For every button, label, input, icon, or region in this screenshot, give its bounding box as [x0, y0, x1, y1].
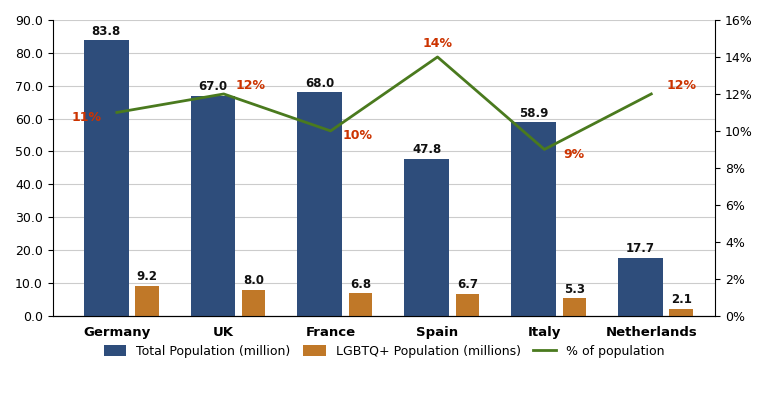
Text: 11%: 11%: [72, 111, 102, 124]
Legend: Total Population (million), LGBTQ+ Population (millions), % of population: Total Population (million), LGBTQ+ Popul…: [99, 340, 669, 363]
Text: 17.7: 17.7: [626, 242, 655, 255]
Text: 6.7: 6.7: [457, 278, 478, 291]
Bar: [242, 290, 266, 316]
Bar: [297, 92, 343, 316]
Line: % of population: % of population: [117, 57, 651, 149]
Bar: [618, 258, 663, 316]
Bar: [349, 294, 372, 316]
Bar: [190, 96, 236, 316]
Text: 6.8: 6.8: [350, 278, 371, 291]
Bar: [455, 294, 479, 316]
Text: 8.0: 8.0: [243, 274, 264, 287]
% of population: [540, 147, 549, 152]
Text: 58.9: 58.9: [519, 107, 548, 119]
Bar: [562, 298, 586, 316]
Text: 9%: 9%: [564, 148, 585, 161]
Text: 12%: 12%: [666, 79, 697, 92]
Text: 10%: 10%: [343, 130, 372, 143]
Bar: [135, 286, 158, 316]
% of population: [647, 92, 656, 96]
Bar: [670, 309, 693, 316]
Text: 14%: 14%: [422, 37, 452, 50]
% of population: [326, 128, 335, 133]
% of population: [433, 55, 442, 60]
Text: 67.0: 67.0: [198, 80, 227, 93]
Bar: [405, 159, 449, 316]
% of population: [112, 110, 121, 115]
Bar: [511, 122, 556, 316]
Text: 47.8: 47.8: [412, 143, 442, 156]
Text: 12%: 12%: [236, 79, 266, 92]
Text: 83.8: 83.8: [91, 25, 121, 38]
Text: 9.2: 9.2: [136, 270, 157, 283]
Text: 2.1: 2.1: [670, 293, 692, 306]
Bar: [84, 40, 128, 316]
Text: 68.0: 68.0: [306, 77, 335, 90]
Text: 5.3: 5.3: [564, 283, 584, 296]
% of population: [219, 92, 228, 96]
